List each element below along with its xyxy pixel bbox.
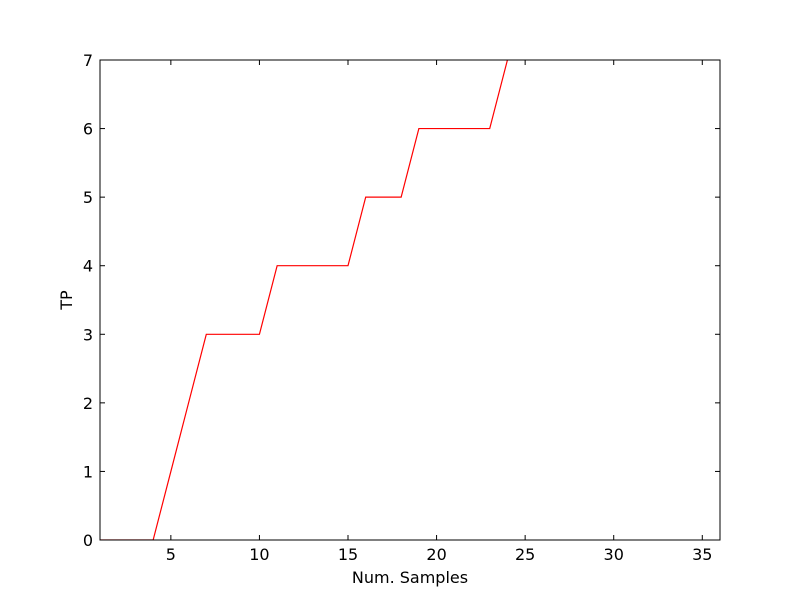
y-axis-label: TP [57,290,76,311]
x-axis-label: Num. Samples [352,568,468,587]
y-tick-label: 6 [83,120,93,139]
plot-frame [99,59,721,541]
x-tick-label: 20 [426,545,446,564]
y-tick-label: 2 [83,394,93,413]
x-tick-label: 30 [604,545,624,564]
x-tick-label: 15 [338,545,358,564]
series-line [100,60,509,540]
y-tick-label: 4 [83,257,93,276]
y-tick-label: 3 [83,325,93,344]
x-tick-label: 10 [249,545,269,564]
plot-area: 5 10 15 20 25 30 35 0 1 2 3 4 5 6 7 [83,51,721,564]
y-tick-label: 5 [83,188,93,207]
x-tick-label: 25 [515,545,535,564]
x-tick-label: 35 [692,545,712,564]
y-tick-label: 1 [83,462,93,481]
x-tick-label: 5 [166,545,176,564]
y-tick-label: 7 [83,51,93,70]
y-tick-label: 0 [83,531,93,550]
